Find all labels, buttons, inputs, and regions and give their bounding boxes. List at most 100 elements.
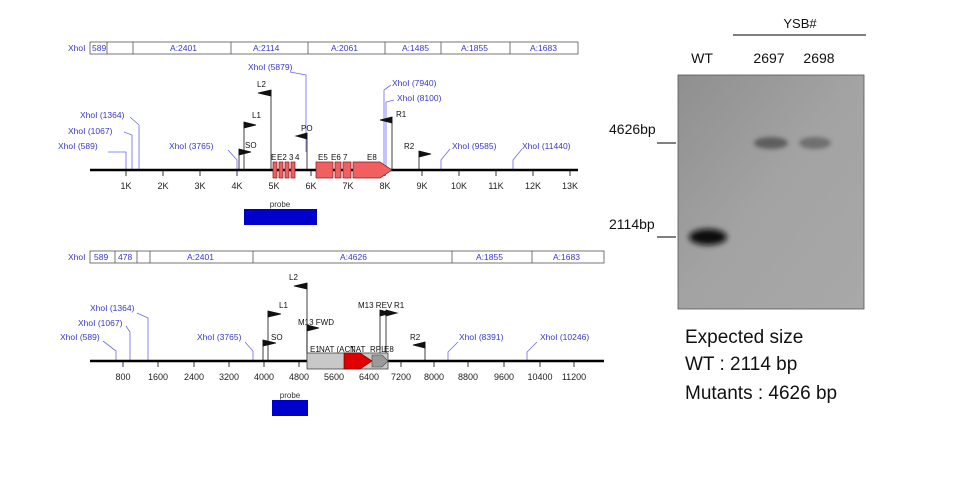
expected-size-mutants: Mutants : 4626 bp	[685, 383, 837, 404]
xhoi-site-label: XhoI (7940)	[392, 78, 437, 88]
xhoi-site-label: XhoI (1364)	[90, 303, 135, 313]
segment-label: A:2401	[170, 43, 197, 53]
band-2698-4626bp	[799, 137, 831, 149]
axis-tick-label: 4000	[254, 372, 274, 382]
probe-label: probe	[270, 200, 291, 209]
exon-label: 3	[289, 153, 294, 162]
probe-label: probe	[280, 391, 301, 400]
segment-label: XhoI	[68, 252, 86, 262]
segment-label: 589	[92, 43, 106, 53]
primer-label: M13 REV	[358, 301, 393, 310]
primer-label: SO	[245, 141, 257, 150]
segment-label: A:1683	[530, 43, 557, 53]
axis-tick-label: 8000	[424, 372, 444, 382]
primer-label: L2	[289, 273, 298, 282]
axis-tick-label: 9K	[416, 181, 427, 191]
cassette-label: NAT	[350, 345, 366, 354]
mutant-probe	[272, 400, 308, 416]
axis-tick-label: 3K	[194, 181, 205, 191]
xhoi-site-label: XhoI (8100)	[397, 93, 442, 103]
lane-label-2698: 2698	[803, 50, 834, 66]
exon-label: 7	[343, 153, 348, 162]
cassette-label: NAT (ACT	[319, 345, 355, 354]
primer-label: R1	[394, 301, 405, 310]
mutant-locus-map: XhoI 589 478 A:2401 A:4626 A:1855 A:1683…	[60, 250, 605, 416]
axis-tick-label: 13K	[562, 181, 578, 191]
primer-label: R2	[410, 333, 421, 342]
axis-tick-label: 11200	[562, 372, 586, 382]
axis-tick-label: 7K	[342, 181, 353, 191]
segment-label: A:2114	[253, 43, 280, 53]
axis-tick-label: 4K	[231, 181, 242, 191]
axis-tick-label: 1600	[148, 372, 168, 382]
xhoi-site-label: XhoI (3765)	[197, 332, 242, 342]
axis-tick-label: 6K	[305, 181, 316, 191]
mutant-fragment-bar: XhoI 589 478 A:2401 A:4626 A:1855 A:1683	[68, 250, 605, 264]
axis-tick-label: 2400	[184, 372, 204, 382]
axis-tick-label: 7200	[391, 372, 411, 382]
xhoi-site-label: XhoI (1067)	[78, 318, 123, 328]
axis-tick-label: 8800	[458, 372, 478, 382]
segment-label: 589	[94, 252, 108, 262]
xhoi-site-label: XhoI (8391)	[459, 332, 504, 342]
segment-label: 478	[118, 252, 132, 262]
lane-label-wt: WT	[691, 50, 713, 66]
primer-label: L1	[252, 111, 261, 120]
exon-label: E6	[331, 153, 341, 162]
exon-label: E8	[367, 153, 377, 162]
xhoi-site-label: XhoI (5879)	[248, 62, 293, 72]
wt-fragment-bar: XhoI 589 A:2401 A:2114 A:2061 A:1485 A:1…	[68, 41, 579, 55]
xhoi-site-label: XhoI (11440)	[522, 141, 571, 151]
band-2697-4626bp	[754, 137, 788, 149]
axis-tick-label: 12K	[525, 181, 541, 191]
segment-label: A:1485	[402, 43, 429, 53]
primer-label: SO	[271, 333, 283, 342]
segment-label: A:2061	[331, 43, 358, 53]
axis-tick-label: 9600	[494, 372, 514, 382]
segment-label: A:1683	[553, 252, 580, 262]
xhoi-site-label: XhoI (9585)	[452, 141, 497, 151]
exon-label: 4	[295, 153, 300, 162]
primer-label: M13 FWD	[298, 318, 334, 327]
axis-tick-label: 5600	[324, 372, 344, 382]
exon-label: E2	[277, 153, 287, 162]
exon-label: E	[271, 153, 276, 162]
southern-blot: YSB# WT 2697 2698 4626bp 2114bp Expected…	[609, 16, 866, 404]
marker-2114bp: 2114bp	[609, 216, 655, 232]
primer-label: PO	[301, 124, 313, 133]
xhoi-site-label: XhoI (10246)	[540, 332, 589, 342]
primer-label: L2	[257, 80, 266, 89]
xhoi-site-label: XhoI (1067)	[68, 126, 113, 136]
axis-tick-label: 8K	[379, 181, 390, 191]
ysb-group-label: YSB#	[783, 16, 817, 31]
expected-size-title: Expected size	[685, 327, 803, 348]
primer-label: R2	[404, 142, 415, 151]
primer-label: R1	[396, 110, 407, 119]
segment-label: XhoI	[68, 43, 86, 53]
marker-4626bp: 4626bp	[609, 121, 656, 137]
xhoi-site-label: XhoI (589)	[58, 141, 98, 151]
segment-label: A:1855	[476, 252, 503, 262]
axis-tick-label: 3200	[219, 372, 239, 382]
xhoi-site-label: XhoI (589)	[60, 332, 100, 342]
primer-label: L1	[279, 301, 288, 310]
axis-tick-label: 800	[115, 372, 130, 382]
axis-tick-label: 1K	[120, 181, 131, 191]
cassette-label: E8	[384, 345, 394, 354]
wt-probe	[244, 209, 317, 225]
axis-tick-label: 11K	[488, 181, 503, 191]
lane-label-2697: 2697	[753, 50, 784, 66]
axis-tick-label: 2K	[157, 181, 168, 191]
gel-image	[677, 74, 865, 310]
wt-locus-map: XhoI 589 A:2401 A:2114 A:2061 A:1485 A:1…	[58, 41, 579, 225]
xhoi-site-label: XhoI (3765)	[169, 141, 214, 151]
band-wt-2114bp	[689, 229, 727, 245]
segment-label: A:4626	[340, 252, 367, 262]
cassette-label: E1	[310, 345, 320, 354]
axis-tick-label: 5K	[268, 181, 279, 191]
expected-size-wt: WT : 2114 bp	[685, 354, 797, 375]
segment-label: A:2401	[187, 252, 214, 262]
exon-label: E5	[318, 153, 328, 162]
axis-tick-label: 10400	[527, 372, 552, 382]
